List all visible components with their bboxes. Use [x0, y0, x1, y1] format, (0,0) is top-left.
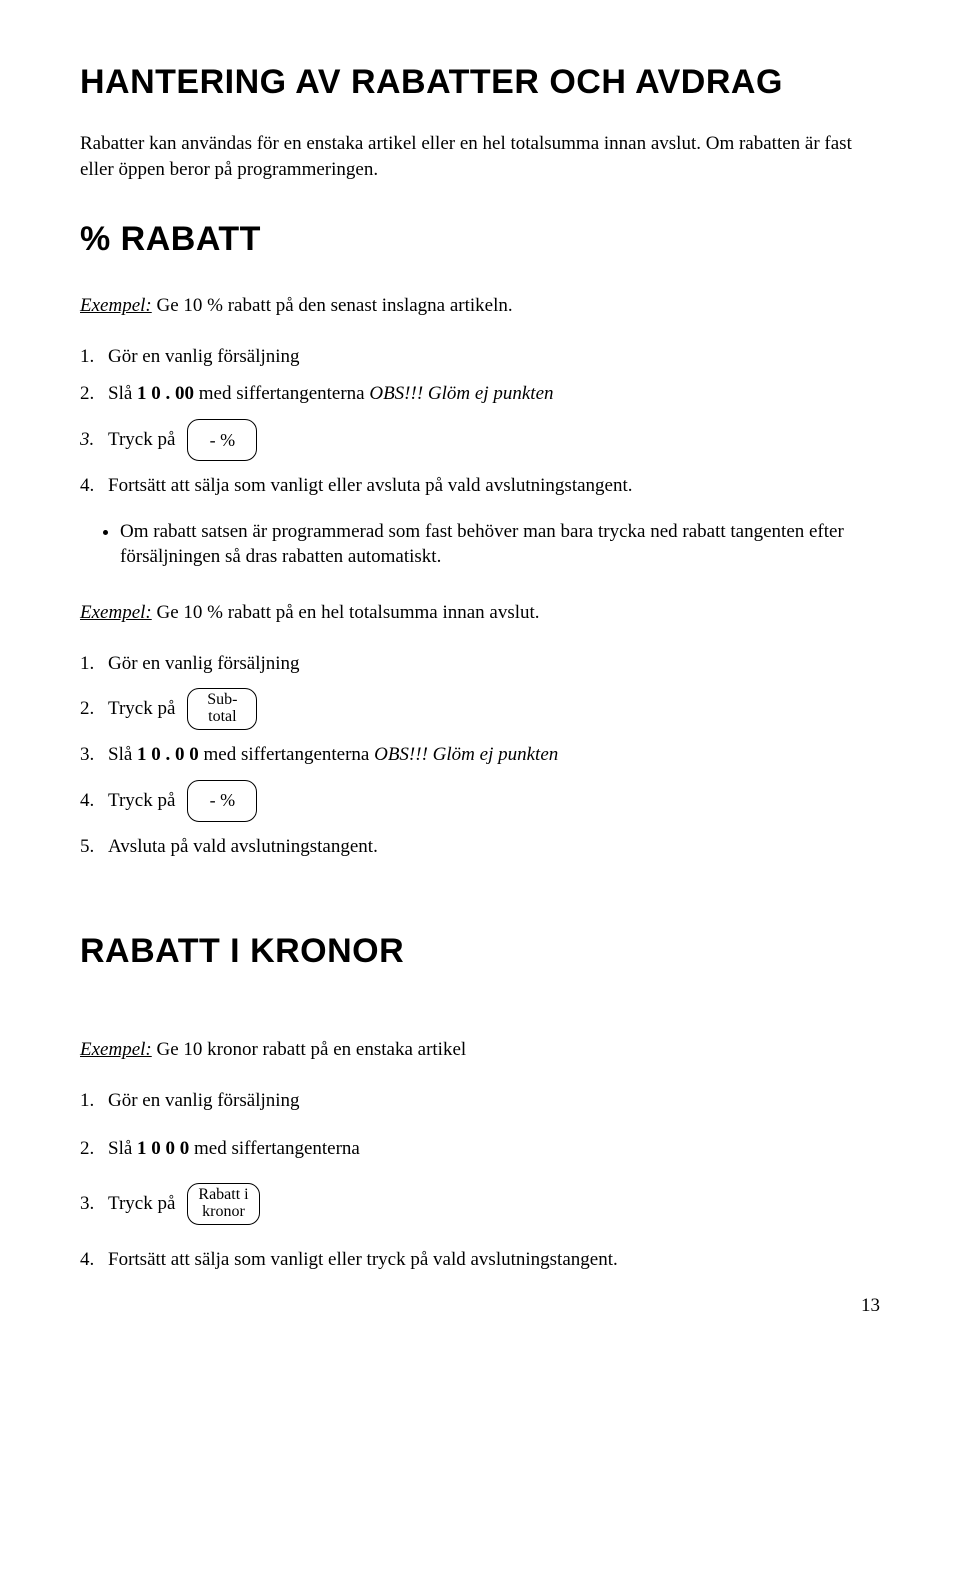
step-text: Fortsätt att sälja som vanligt eller avs… — [108, 473, 633, 499]
step-text: Tryck på — [108, 1191, 175, 1217]
step-number: 1. — [80, 651, 108, 677]
subtotal-button: Sub- total — [187, 688, 257, 730]
note-list: Om rabatt satsen är programmerad som fas… — [80, 519, 880, 570]
example-3-text: Ge 10 kronor rabatt på en enstaka artike… — [152, 1039, 466, 1060]
minus-percent-button: - % — [187, 780, 257, 822]
step-text-italic: OBS!!! Glöm ej punkten — [369, 383, 553, 404]
example-label: Exempel: — [80, 1039, 152, 1060]
example-3-line: Exempel: Ge 10 kronor rabatt på en ensta… — [80, 1037, 880, 1063]
button-line-2: total — [207, 709, 237, 726]
section-rabatt-title: % RABATT — [80, 217, 880, 263]
step-text: Slå 1 0 0 0 med siffertangenterna — [108, 1136, 360, 1162]
step-text: Gör en vanlig försäljning — [108, 1088, 300, 1114]
button-line-1: Rabatt i — [198, 1187, 248, 1204]
section-kronor-title: RABATT I KRONOR — [80, 929, 880, 975]
note-item: Om rabatt satsen är programmerad som fas… — [120, 519, 880, 570]
intro-paragraph: Rabatter kan användas för en enstaka art… — [80, 131, 880, 182]
step-text-italic: OBS!!! Glöm ej punkten — [374, 744, 558, 765]
step-text-bold: 1 0 . 0 0 — [137, 744, 199, 765]
step-text-bold: 1 0 0 0 — [137, 1138, 189, 1159]
minus-percent-button: - % — [187, 419, 257, 461]
step-number: 4. — [80, 788, 108, 814]
button-line-1: Sub- — [207, 692, 237, 709]
example-2-text: Ge 10 % rabatt på en hel totalsumma inna… — [152, 602, 540, 623]
step-text: Tryck på — [108, 427, 175, 453]
step-item: 3. Tryck på - % — [80, 419, 880, 461]
step-number: 2. — [80, 381, 108, 407]
step-number: 1. — [80, 344, 108, 370]
step-text: Tryck på — [108, 788, 175, 814]
step-item: 1. Gör en vanlig försäljning — [80, 344, 880, 370]
steps-list-2: 1. Gör en vanlig försäljning 2. Tryck på… — [80, 651, 880, 860]
step-number: 3. — [80, 742, 108, 768]
step-text-part: Slå — [108, 744, 137, 765]
step-item: 1. Gör en vanlig försäljning — [80, 651, 880, 677]
step-item: 2. Tryck på Sub- total — [80, 688, 880, 730]
example-label: Exempel: — [80, 295, 152, 316]
step-text: Tryck på — [108, 696, 175, 722]
step-text-bold: 1 0 . 00 — [137, 383, 194, 404]
step-item: 3. Slå 1 0 . 0 0 med siffertangenterna O… — [80, 742, 880, 768]
steps-list-3: 1. Gör en vanlig försäljning 2. Slå 1 0 … — [80, 1088, 880, 1273]
step-number: 4. — [80, 1247, 108, 1273]
step-text-part: med siffertangenterna — [194, 383, 369, 404]
step-number: 1. — [80, 1088, 108, 1114]
step-number: 5. — [80, 834, 108, 860]
page-title: HANTERING AV RABATTER OCH AVDRAG — [80, 60, 880, 106]
step-text-part: Slå — [108, 383, 137, 404]
step-item: 4. Tryck på - % — [80, 780, 880, 822]
step-number: 3. — [80, 427, 108, 453]
step-item: 5. Avsluta på vald avslutningstangent. — [80, 834, 880, 860]
step-text: Slå 1 0 . 0 0 med siffertangenterna OBS!… — [108, 742, 558, 768]
step-item: 1. Gör en vanlig försäljning — [80, 1088, 880, 1114]
step-number: 4. — [80, 473, 108, 499]
step-text-part: med siffertangenterna — [189, 1138, 360, 1159]
button-line-2: kronor — [198, 1204, 248, 1221]
step-text: Gör en vanlig försäljning — [108, 344, 300, 370]
step-number: 3. — [80, 1191, 108, 1217]
example-1-text: Ge 10 % rabatt på den senast inslagna ar… — [152, 295, 513, 316]
steps-list-1: 1. Gör en vanlig försäljning 2. Slå 1 0 … — [80, 344, 880, 499]
step-text: Fortsätt att sälja som vanligt eller try… — [108, 1247, 618, 1273]
step-item: 2. Slå 1 0 0 0 med siffertangenterna — [80, 1136, 880, 1162]
step-text-part: med siffertangenterna — [199, 744, 374, 765]
step-text: Gör en vanlig försäljning — [108, 651, 300, 677]
page-number: 13 — [80, 1293, 880, 1319]
step-item: 4. Fortsätt att sälja som vanligt eller … — [80, 1247, 880, 1273]
step-number: 2. — [80, 1136, 108, 1162]
example-2-line: Exempel: Ge 10 % rabatt på en hel totals… — [80, 600, 880, 626]
step-text: Slå 1 0 . 00 med siffertangenterna OBS!!… — [108, 381, 554, 407]
example-1-line: Exempel: Ge 10 % rabatt på den senast in… — [80, 293, 880, 319]
step-item: 3. Tryck på Rabatt i kronor — [80, 1183, 880, 1225]
step-item: 2. Slå 1 0 . 00 med siffertangenterna OB… — [80, 381, 880, 407]
rabatt-kronor-button: Rabatt i kronor — [187, 1183, 259, 1225]
step-text-part: Slå — [108, 1138, 137, 1159]
step-number: 2. — [80, 696, 108, 722]
step-item: 4. Fortsätt att sälja som vanligt eller … — [80, 473, 880, 499]
example-label: Exempel: — [80, 602, 152, 623]
step-text: Avsluta på vald avslutningstangent. — [108, 834, 378, 860]
